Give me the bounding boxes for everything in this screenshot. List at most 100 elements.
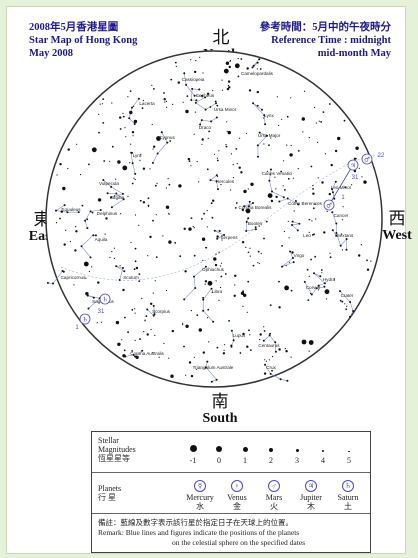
star bbox=[242, 290, 245, 293]
star bbox=[234, 274, 237, 277]
star bbox=[282, 160, 285, 162]
star bbox=[191, 87, 194, 90]
star bbox=[247, 217, 250, 220]
star bbox=[124, 127, 126, 129]
star bbox=[179, 255, 182, 258]
constellation-labels: Cassiopeia Camelopardalis Lacerta Cepheus Ur… bbox=[61, 71, 354, 370]
star bbox=[230, 153, 233, 155]
star bbox=[228, 86, 231, 89]
constellation-figure bbox=[103, 179, 124, 198]
star bbox=[320, 121, 322, 123]
star bbox=[56, 174, 58, 176]
star bbox=[190, 374, 194, 378]
star bbox=[321, 181, 324, 184]
star bbox=[341, 219, 343, 221]
star bbox=[355, 158, 357, 160]
star bbox=[258, 225, 260, 227]
star bbox=[278, 124, 280, 126]
star bbox=[249, 334, 251, 336]
star bbox=[257, 155, 259, 158]
star bbox=[358, 254, 361, 257]
star bbox=[308, 137, 310, 139]
star bbox=[324, 153, 326, 155]
star bbox=[291, 220, 294, 223]
star bbox=[115, 320, 120, 325]
star bbox=[96, 322, 98, 324]
star bbox=[246, 67, 249, 70]
reference-time-chinese: 參考時間：5月中的午夜時分 bbox=[259, 22, 391, 33]
star bbox=[238, 166, 241, 169]
star bbox=[285, 350, 288, 353]
star bbox=[245, 208, 251, 214]
star bbox=[323, 282, 326, 285]
star bbox=[361, 176, 363, 178]
star bbox=[69, 240, 71, 243]
star bbox=[92, 296, 95, 299]
star bbox=[201, 143, 203, 145]
star bbox=[266, 170, 268, 172]
star bbox=[170, 374, 174, 378]
star bbox=[333, 278, 336, 280]
constellation-label: Hydra bbox=[323, 277, 336, 282]
star bbox=[284, 348, 286, 350]
star bbox=[46, 281, 49, 284]
star bbox=[314, 106, 316, 109]
star bbox=[199, 56, 201, 58]
star bbox=[335, 232, 338, 234]
star bbox=[175, 65, 177, 67]
planet-legend-item: ♀ Venus 金 bbox=[217, 480, 257, 511]
star bbox=[201, 94, 204, 97]
star bbox=[168, 212, 170, 215]
star bbox=[248, 329, 250, 332]
mars-mark-circle bbox=[323, 199, 335, 211]
south-label-english: South bbox=[202, 411, 238, 426]
star bbox=[286, 115, 289, 118]
star bbox=[165, 100, 168, 102]
star bbox=[345, 308, 348, 310]
star bbox=[215, 102, 217, 105]
star bbox=[185, 109, 189, 114]
star bbox=[201, 237, 206, 241]
constellation-label: Aquila bbox=[95, 237, 108, 242]
star bbox=[234, 207, 237, 209]
star bbox=[111, 251, 113, 253]
star bbox=[165, 289, 168, 292]
star bbox=[345, 238, 348, 240]
star bbox=[122, 198, 125, 201]
star bbox=[286, 144, 288, 146]
star bbox=[153, 313, 156, 316]
title-chinese: 2008年5月香港星圖 bbox=[29, 22, 119, 33]
star bbox=[99, 103, 101, 105]
magnitude-scale: -1 0 1 2 3 4 5 bbox=[182, 434, 366, 465]
star bbox=[154, 280, 156, 282]
star bbox=[152, 219, 154, 222]
star bbox=[349, 301, 352, 303]
star bbox=[75, 226, 77, 228]
star bbox=[146, 333, 149, 336]
star bbox=[154, 184, 157, 187]
star bbox=[216, 237, 219, 240]
star bbox=[328, 192, 331, 196]
star bbox=[220, 262, 223, 264]
constellation-label: Draco bbox=[199, 125, 212, 130]
star bbox=[145, 315, 148, 318]
star bbox=[240, 171, 243, 174]
star bbox=[85, 292, 89, 296]
magnitude-value: -1 bbox=[189, 456, 197, 465]
star bbox=[128, 117, 131, 120]
star bbox=[156, 152, 159, 155]
star bbox=[308, 340, 314, 345]
star bbox=[289, 250, 292, 253]
star bbox=[370, 260, 372, 262]
star bbox=[222, 352, 226, 355]
planet-symbol-icon: ♄ bbox=[342, 480, 354, 492]
star bbox=[139, 338, 142, 340]
star bbox=[269, 174, 271, 176]
star bbox=[314, 203, 316, 205]
star bbox=[132, 353, 135, 356]
star bbox=[216, 159, 219, 162]
star bbox=[206, 168, 209, 171]
star bbox=[66, 211, 69, 214]
star bbox=[289, 153, 293, 157]
star bbox=[245, 209, 247, 211]
